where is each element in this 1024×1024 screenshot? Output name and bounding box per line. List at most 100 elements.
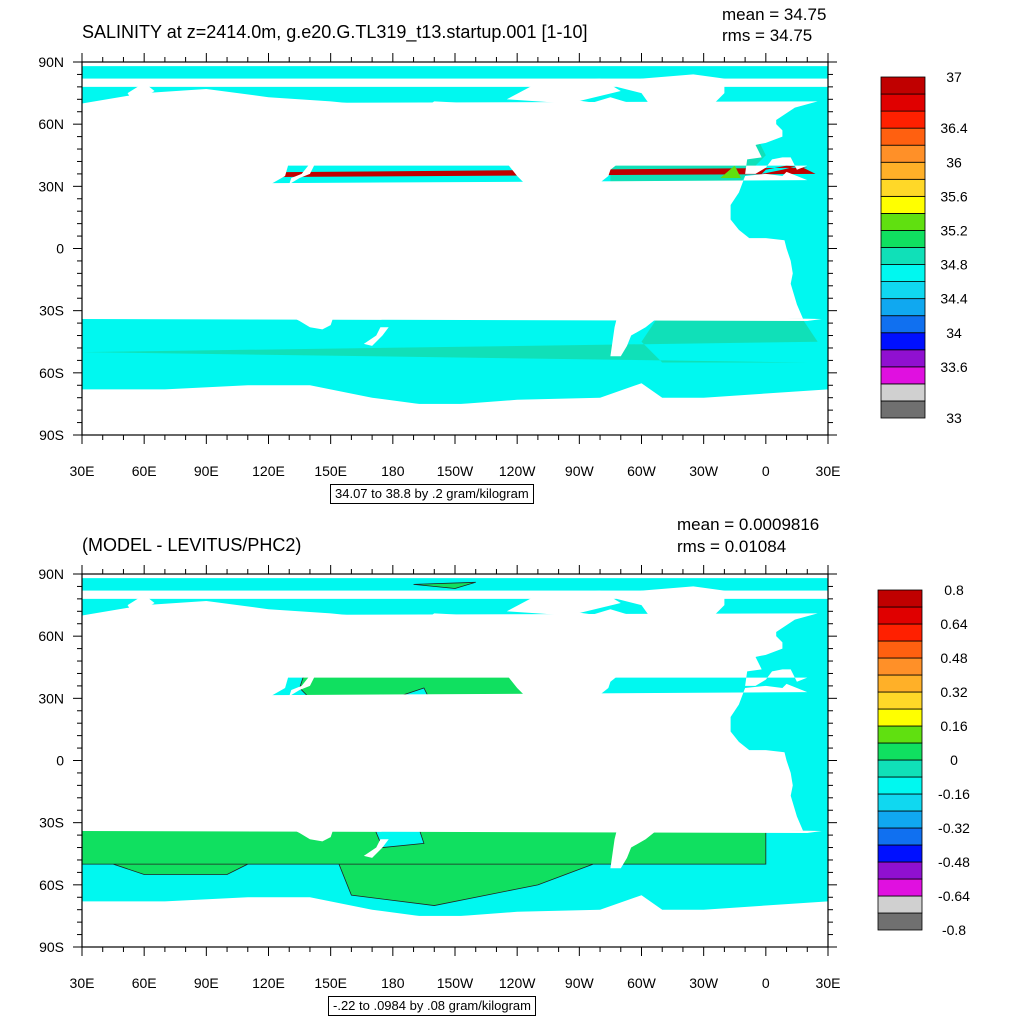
rms-stat: rms = 34.75	[722, 26, 813, 45]
y-tick-label: 60S	[39, 365, 64, 381]
x-tick-label: 0	[762, 975, 770, 991]
land-canadaArch	[506, 590, 621, 616]
land-africaW	[82, 683, 818, 831]
colorbar-swatch	[880, 93, 926, 112]
land-antarctica-wrap	[828, 895, 1024, 947]
colorbar: 33 33.6 34 34.4 34.8 35.2 35.6 36 36.4 37	[880, 69, 968, 426]
mean-stat: mean = 0.0009816	[677, 515, 820, 534]
land-europe	[82, 613, 818, 686]
land-borneo	[245, 750, 267, 769]
colorbar-label: 0.32	[940, 684, 967, 700]
x-tick-label: 30E	[70, 463, 95, 479]
colorbar-swatch	[880, 264, 926, 282]
x-tick-label: 60W	[627, 463, 657, 479]
land-antarctica	[82, 895, 828, 947]
colorbar-label: 34.8	[940, 257, 967, 273]
x-tick-label: 60E	[132, 463, 157, 479]
y-tick-label: 90S	[39, 939, 64, 955]
colorbar-label: 35.6	[940, 188, 967, 204]
y-tick-label: 60N	[38, 628, 64, 644]
colorbar-label: 35.2	[940, 222, 967, 238]
colorbar-swatch	[877, 827, 923, 846]
x-tick-label: 30E	[70, 975, 95, 991]
colorbar-swatch	[880, 349, 926, 368]
x-tick-label: 150W	[437, 463, 474, 479]
colorbar-label: 34	[946, 325, 962, 341]
colorbar-swatch	[880, 247, 926, 265]
land-africaW-wrap	[828, 172, 1024, 319]
x-tick-label: 30W	[689, 463, 719, 479]
colorbar-label: -0.48	[938, 854, 970, 870]
x-tick-label: 60E	[132, 975, 157, 991]
colorbar-swatch	[880, 161, 926, 180]
salinity-map: 90N 60N 30N 0 30S 60S 90S 30E 60E 90E 120E 150E 180 1…	[38, 53, 1024, 479]
land-madagascar	[108, 277, 124, 301]
colorbar-label: 0.8	[944, 582, 964, 598]
x-tick-label: 180	[381, 463, 405, 479]
colorbar-label: -0.16	[938, 786, 970, 802]
land-europe-wrap	[828, 101, 1024, 174]
colorbar-swatch	[880, 281, 926, 300]
land-namerica	[417, 99, 652, 237]
land-madagascar-wrap	[855, 278, 870, 301]
colorbar-swatch	[877, 657, 923, 676]
land-asia-wrap	[828, 89, 1024, 246]
colorbar-swatch	[880, 315, 926, 334]
land-greenland	[616, 586, 725, 633]
x-tick-label: 120W	[499, 463, 536, 479]
land-sumatra	[216, 238, 240, 261]
salinity-panel: 90N 60N 30N 0 30S 60S 90S 30E 60E 90E 120E 150E 180 1…	[38, 5, 1024, 505]
y-tick-label: 60S	[39, 877, 64, 893]
land-arcticIsl	[127, 82, 155, 104]
land-antarctica	[82, 383, 828, 435]
y-tick-label: 90N	[38, 566, 64, 582]
colorbar-swatch	[877, 606, 923, 625]
land-australia	[256, 271, 337, 330]
x-tick-label: 0	[762, 463, 770, 479]
land-borneo-wrap	[992, 750, 1013, 769]
y-tick-label: 30N	[38, 690, 64, 706]
colorbar-swatch	[877, 674, 923, 693]
atlantic-field	[82, 120, 818, 363]
land-arcticIsl	[127, 594, 155, 616]
x-tick-label: 150E	[314, 463, 347, 479]
colorbar-swatch	[877, 589, 923, 608]
y-tick-label: 90N	[38, 54, 64, 70]
y-tick-label: 30N	[38, 178, 64, 194]
land-cuba	[589, 714, 613, 720]
contour-caption: 34.07 to 38.8 by .2 gram/kilogram	[330, 484, 534, 505]
x-tick-label: 60W	[627, 975, 657, 991]
x-tick-label: 150E	[314, 975, 347, 991]
land-australia-wrap	[1002, 783, 1024, 841]
mean-stat: mean = 34.75	[722, 5, 827, 24]
land-namerica	[417, 611, 652, 749]
colorbar-swatch	[880, 230, 926, 248]
land-australia	[256, 783, 337, 842]
land-nz	[363, 327, 389, 346]
land-samerica	[597, 223, 694, 357]
land-antarctica-wrap	[828, 383, 1024, 435]
x-tick-label: 120E	[252, 463, 285, 479]
colorbar-label: 36	[946, 154, 962, 170]
colorbar-label: 33.6	[940, 359, 967, 375]
colorbar: -0.8 -0.64 -0.48 -0.32 -0.16 0 0.16 0.32 0.48 0.6…	[877, 582, 970, 938]
colorbar-label: 34.4	[940, 291, 967, 307]
x-tick-label: 180	[381, 975, 405, 991]
x-tick-label: 90W	[565, 975, 595, 991]
colorbar-label: 0.64	[940, 616, 967, 632]
land-africa-wrap	[828, 696, 1024, 833]
colorbar-swatch	[880, 76, 926, 95]
colorbar-label: 0.16	[940, 718, 967, 734]
colorbar-swatch	[877, 810, 923, 829]
colorbar-swatch	[880, 195, 926, 214]
colorbar-label: 37	[946, 69, 962, 85]
colorbar-label: -0.32	[938, 820, 970, 836]
x-tick-label: 90W	[565, 463, 595, 479]
colorbar-swatch	[880, 400, 926, 419]
y-tick-label: 0	[56, 241, 64, 257]
colorbar-swatch	[880, 110, 926, 129]
y-tick-label: 30S	[39, 815, 64, 831]
colorbar-swatch	[877, 844, 923, 863]
land-japan	[289, 163, 315, 185]
map-area	[82, 578, 1024, 947]
